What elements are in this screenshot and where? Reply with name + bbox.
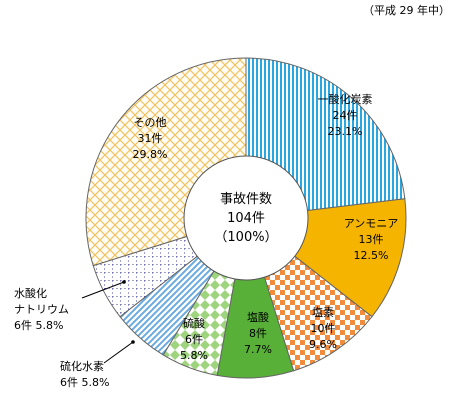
center-label-title: 事故件数 [220,192,272,207]
center-hole [183,155,309,281]
leader-line [103,341,134,364]
slice-label: アンモニア 13件 12.5% [344,217,399,262]
center-label-total: 104件 [227,211,265,226]
period-note: （平成 29 年中） [363,4,450,17]
slice-label: 硫化水素 6件 5.8% [60,359,109,389]
slice-label: 一酸化炭素 24件 23.1% [318,92,373,138]
slice-label: 硫酸 6件 5.8% [180,316,208,362]
slice-label: 塩酸 8件 7.7% [244,310,272,356]
center-label-percent: （100%） [214,230,277,245]
slice-label: 水酸化ナトリウム 6件 5.8% [14,286,69,332]
leader-line [81,281,125,299]
leader-dot [122,280,126,284]
slice-label: 塩素 10件 9.6% [309,305,337,351]
leader-dot [131,340,135,344]
slice-label: その他 31件 29.8% [133,116,168,161]
